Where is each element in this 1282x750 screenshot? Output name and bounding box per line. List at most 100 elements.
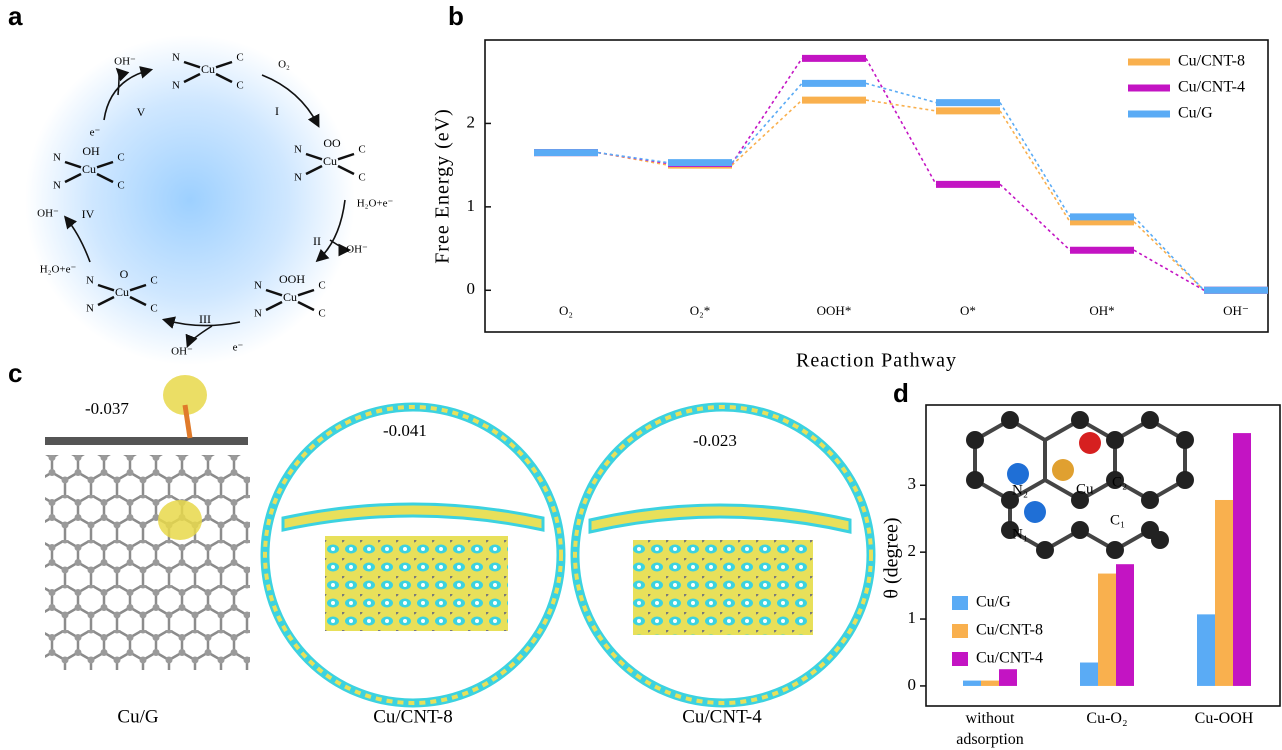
atom: C	[236, 80, 243, 92]
atom: C	[358, 144, 365, 156]
connector	[1134, 217, 1204, 290]
x-tick-label: O₂*	[690, 303, 710, 318]
reagent: e⁻	[90, 127, 101, 139]
inset-label: Cu	[1076, 481, 1094, 497]
atom: N	[53, 152, 61, 164]
connector	[866, 83, 936, 102]
legend-label: Cu/CNT-8	[1178, 53, 1245, 70]
panel-label: d	[893, 378, 909, 408]
y-tick-label: 1	[908, 608, 917, 627]
connector	[598, 153, 668, 166]
reagent: OH⁻	[37, 208, 59, 220]
panel-label: b	[448, 1, 464, 31]
charge-label: -0.037	[85, 399, 129, 418]
connector	[1000, 111, 1070, 222]
connector	[1000, 184, 1070, 250]
x-tick-label: O*	[960, 303, 976, 318]
cnt8-surface	[325, 536, 508, 631]
structure-name: Cu/CNT-4	[682, 706, 762, 727]
legend-swatch	[952, 596, 968, 610]
adsorbate: OO	[323, 136, 341, 150]
figure: a b c d CuNNCCOOCuNNCCOOHCuNNCCOCuNNCCOH…	[0, 0, 1282, 750]
cnt8-wall	[283, 504, 543, 530]
atom: Cu	[323, 154, 337, 168]
graphene-top	[45, 455, 250, 670]
connector	[732, 83, 802, 162]
atom: C	[318, 280, 325, 292]
x-tick-label: Cu-OOH	[1174, 708, 1274, 729]
legend-swatch	[952, 624, 968, 638]
connector	[732, 100, 802, 165]
inset-label: N₂	[1012, 482, 1028, 498]
legend-label: Cu/G	[976, 594, 1011, 611]
reagent: OH⁻	[114, 56, 136, 68]
y-tick-label: 0	[467, 279, 476, 298]
reagent: O₂	[278, 59, 290, 71]
atom: N	[254, 280, 262, 292]
inset-label: N₁	[1012, 526, 1028, 542]
legend-label: Cu/G	[1178, 105, 1213, 122]
atom: N	[294, 172, 302, 184]
figure-canvas: a b c d CuNNCCOOCuNNCCOOHCuNNCCOCuNNCCOH…	[0, 0, 1282, 750]
panel-label: c	[8, 358, 22, 388]
atom: N	[86, 275, 94, 287]
atom: N	[172, 80, 180, 92]
atom: Cu	[82, 162, 96, 176]
atom: C	[358, 172, 365, 184]
connector	[866, 100, 936, 111]
connector	[866, 58, 936, 184]
atom: C	[150, 303, 157, 315]
inset-label: C₁	[1110, 512, 1125, 528]
bar	[1233, 433, 1251, 686]
reagent: H₂O+e⁻	[40, 264, 77, 276]
y-tick-label: 2	[908, 541, 917, 560]
bar	[1116, 564, 1134, 686]
reagent: OH⁻	[171, 346, 193, 358]
step-label: V	[137, 105, 146, 119]
x-tick-label: OOH*	[817, 303, 852, 318]
bar	[1215, 500, 1233, 686]
atom: C	[117, 180, 124, 192]
connector	[598, 153, 668, 163]
charge-label: -0.023	[693, 431, 737, 450]
atom: C	[318, 308, 325, 320]
y-axis-label: Free Energy (eV)	[432, 108, 454, 264]
y-axis-label: θ (degree)	[881, 517, 903, 598]
y-tick-label: 0	[908, 675, 917, 694]
plot-frame	[485, 40, 1268, 332]
step-label: II	[313, 234, 321, 248]
bar	[1098, 574, 1116, 686]
atom: Cu	[283, 290, 297, 304]
legend-swatch	[952, 652, 968, 666]
x-tick-label: without adsorption	[940, 708, 1040, 750]
bar	[1080, 663, 1098, 686]
reagent: e⁻	[233, 342, 244, 354]
bar	[1197, 614, 1215, 686]
y-tick-label: 1	[467, 196, 476, 215]
step-label: I	[275, 104, 279, 118]
atom: Cu	[115, 285, 129, 299]
cnt4-wall	[590, 505, 850, 532]
x-tick-label: Cu-O₂	[1057, 708, 1157, 729]
legend-label: Cu/CNT-8	[976, 622, 1043, 639]
x-tick-label: OH*	[1089, 303, 1114, 318]
step-label: III	[199, 312, 211, 326]
adsorbate: OH	[82, 144, 100, 158]
y-tick-label: 3	[908, 474, 917, 493]
adsorbate: O	[120, 267, 129, 281]
structure-name: Cu/G	[117, 706, 158, 727]
atom: N	[254, 308, 262, 320]
graphene-isosurface	[158, 500, 202, 540]
adsorbate: OOH	[279, 272, 305, 286]
legend-label: Cu/CNT-4	[976, 650, 1043, 667]
atom: C	[117, 152, 124, 164]
reagent: H₂O+e⁻	[357, 198, 394, 210]
legend-label: Cu/CNT-4	[1178, 79, 1245, 96]
bar	[999, 669, 1017, 686]
atom: Cu	[201, 62, 215, 76]
atom: N	[53, 180, 61, 192]
reagent: OH⁻	[346, 244, 368, 256]
atom: C	[236, 52, 243, 64]
bar	[981, 681, 999, 686]
atom: N	[294, 144, 302, 156]
